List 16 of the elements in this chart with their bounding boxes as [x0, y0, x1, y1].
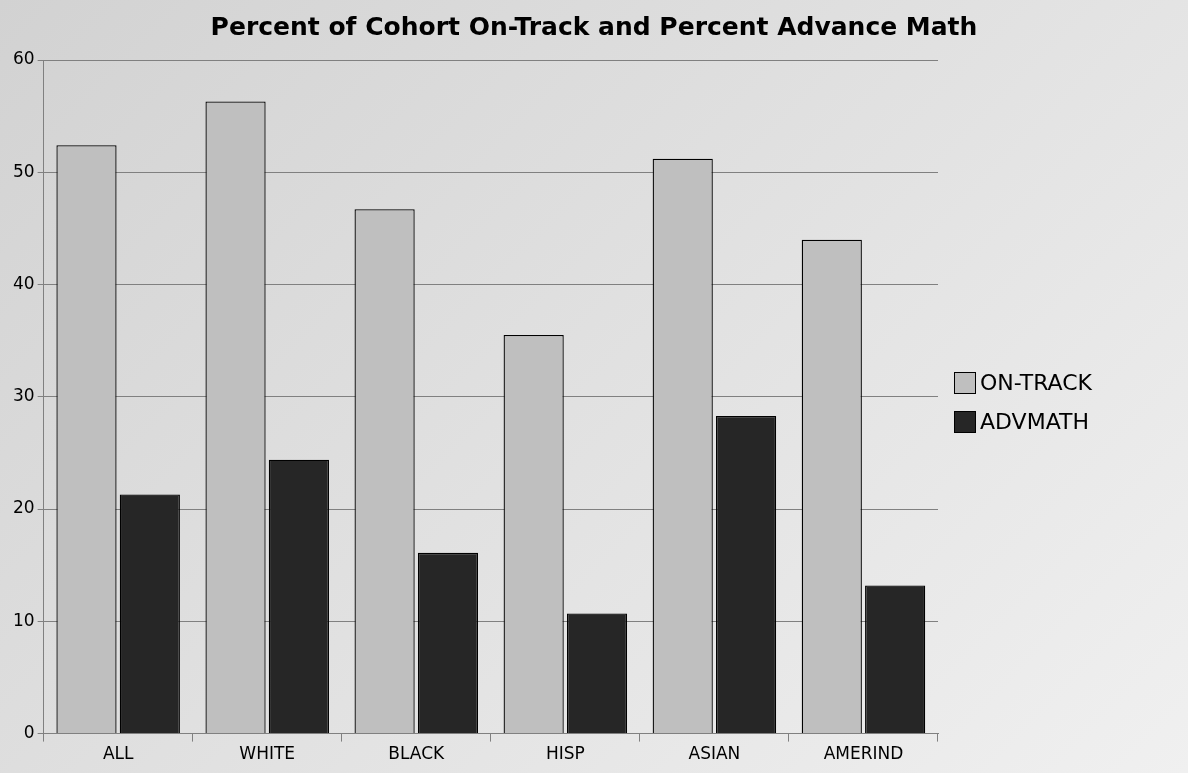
legend-label: ON-TRACK: [980, 370, 1092, 395]
x-tick-label: ALL: [102, 743, 134, 764]
y-tick-label: 50: [12, 160, 35, 181]
x-tick-label: HISP: [545, 743, 585, 764]
x-tick-label: WHITE: [239, 743, 296, 764]
y-tick-label: 60: [12, 48, 35, 69]
x-tick-label: AMERIND: [823, 743, 904, 764]
legend-label: ADVMATH: [980, 409, 1089, 434]
y-tick-label: 0: [23, 722, 35, 743]
y-tick-label: 10: [12, 609, 35, 630]
y-tick-label: 20: [12, 497, 35, 518]
y-tick-label: 40: [12, 272, 35, 293]
y-tick-label: 30: [12, 385, 35, 406]
x-tick-label: ASIAN: [688, 743, 741, 764]
x-tick-label: BLACK: [388, 743, 446, 764]
chart-title: Percent of Cohort On-Track and Percent Advance Math: [209, 12, 979, 41]
